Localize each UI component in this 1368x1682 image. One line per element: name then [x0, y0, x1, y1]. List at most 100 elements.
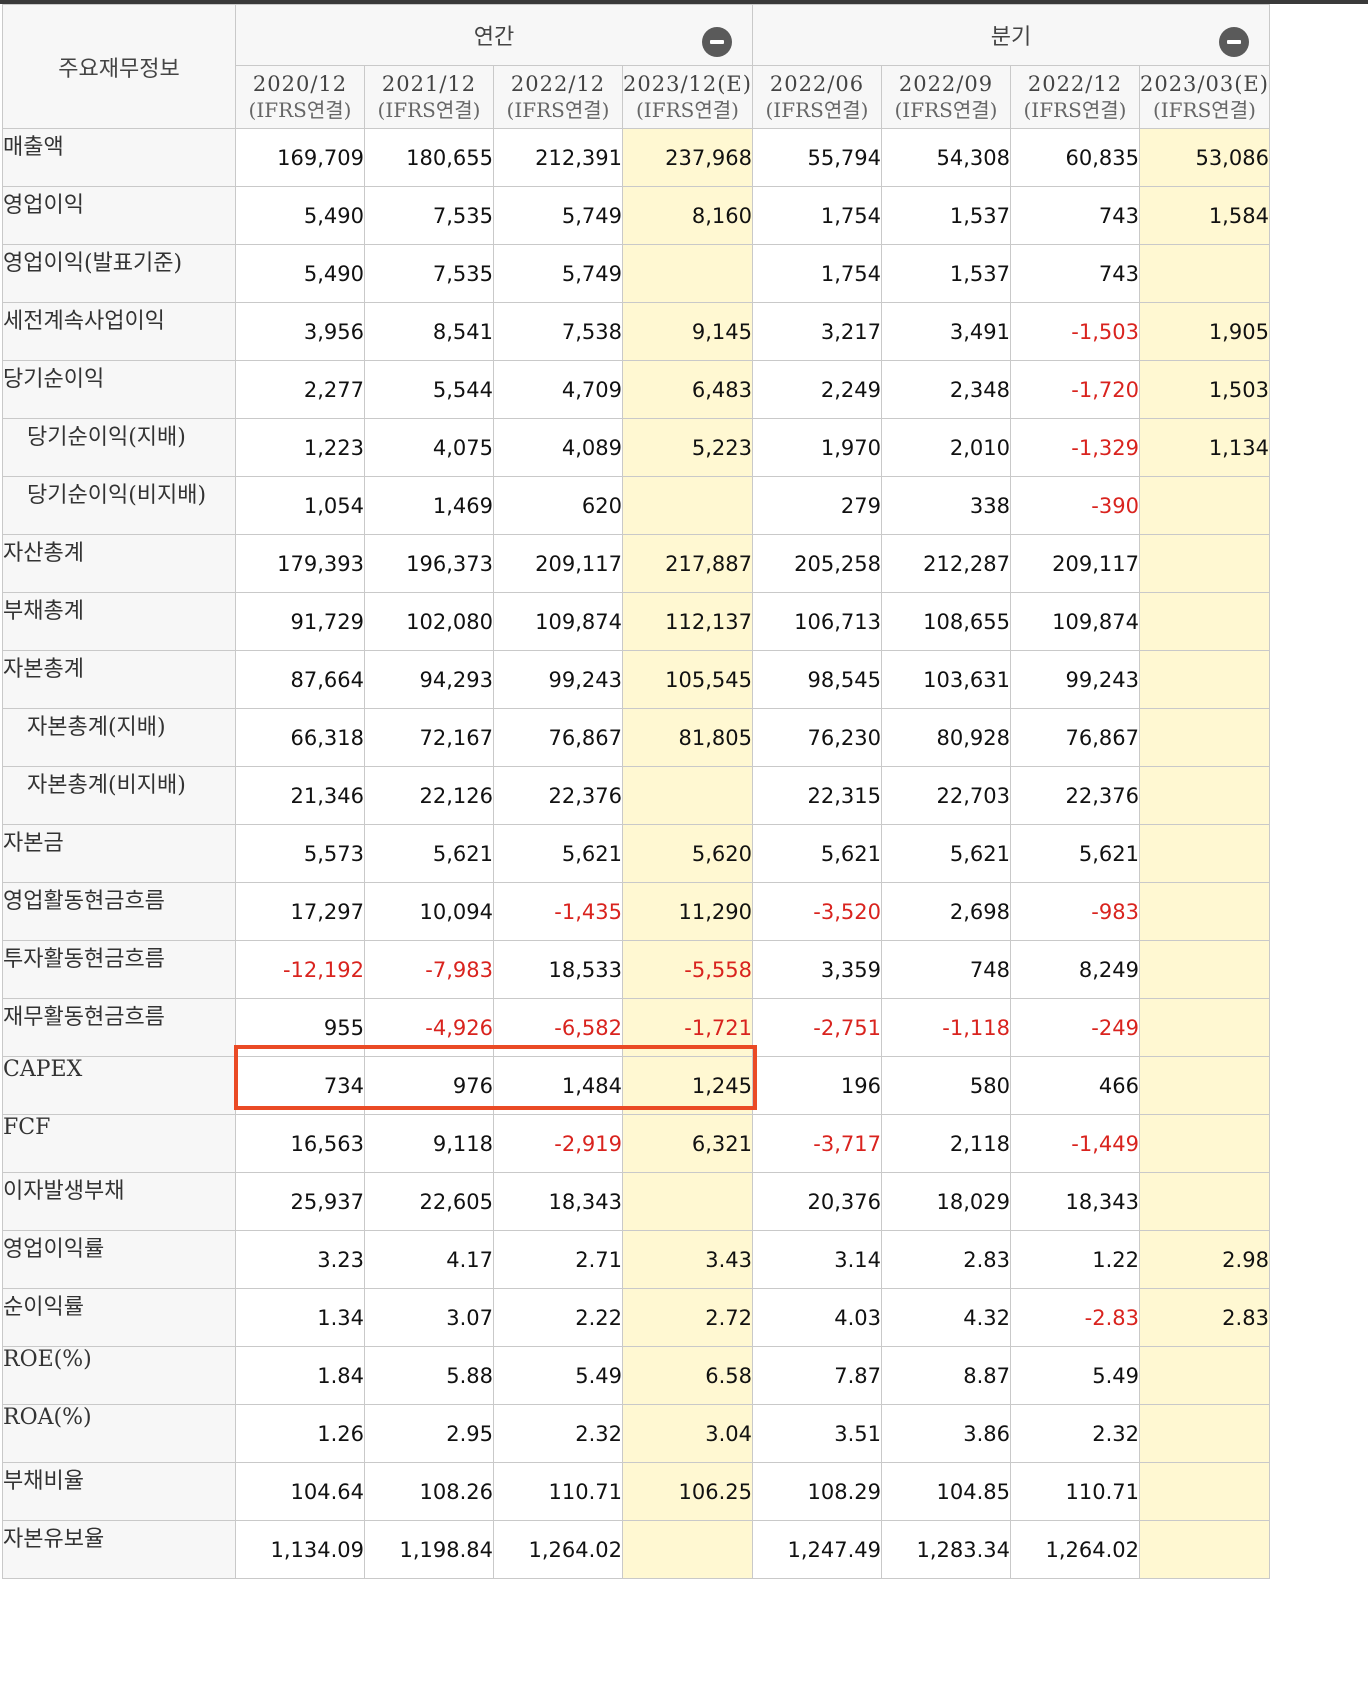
value-cell: 7,535	[364, 186, 494, 245]
value-cell: 2.71	[493, 1230, 623, 1289]
period-label: 2022/06	[769, 72, 865, 96]
value-cell: 5,621	[1009, 824, 1140, 883]
value-cell: 6.58	[622, 1346, 753, 1405]
value-cell: -249	[1009, 998, 1140, 1057]
table-row: 자본유보율 1,134.09 1,198.84 1,264.02 1,247.49 1,2…	[2, 1520, 1270, 1579]
accounting-standard-label: (IFRS연결)	[506, 98, 610, 122]
table-row: 당기순이익(비지배) 1,054 1,469 620 279 338 -390	[2, 476, 1270, 535]
financial-summary-table: 주요재무정보 연간 분기 2020/12 (IFRS연결) 2021/12 (IFRS…	[2, 4, 1270, 1579]
value-cell: 3,956	[235, 302, 365, 361]
value-cell: 4.03	[751, 1288, 882, 1347]
value-cell: 105,545	[622, 650, 753, 709]
period-header: 2023/12(E) (IFRS연결)	[622, 65, 753, 129]
value-cell: 5,621	[751, 824, 882, 883]
value-cell: 5,573	[235, 824, 365, 883]
value-cell: -2.83	[1009, 1288, 1140, 1347]
value-cell: -1,329	[1009, 418, 1140, 477]
value-cell: 1,264.02	[1009, 1520, 1140, 1579]
value-cell: 2.83	[880, 1230, 1011, 1289]
value-cell: 3,359	[751, 940, 882, 999]
value-cell: 169,709	[235, 128, 365, 187]
row-label: 자본금	[2, 824, 236, 883]
value-cell: 18,343	[493, 1172, 623, 1231]
period-header: 2022/09 (IFRS연결)	[880, 65, 1011, 129]
group-annual-title: 연간	[473, 25, 515, 50]
row-label: 자본총계(비지배)	[2, 766, 236, 825]
value-cell: 55,794	[751, 128, 882, 187]
value-cell: 108,655	[880, 592, 1011, 651]
value-cell: 104.64	[235, 1462, 365, 1521]
value-cell: 11,290	[622, 882, 753, 941]
value-cell: 102,080	[364, 592, 494, 651]
value-cell: 1,484	[493, 1056, 623, 1115]
period-header: 2022/12 (IFRS연결)	[1009, 65, 1140, 129]
value-cell: 106.25	[622, 1462, 753, 1521]
period-header: 2020/12 (IFRS연결)	[235, 65, 365, 129]
value-cell: 108.26	[364, 1462, 494, 1521]
row-label: 영업이익	[2, 186, 236, 245]
row-label: 영업이익률	[2, 1230, 236, 1289]
value-cell: 748	[880, 940, 1011, 999]
value-cell: 99,243	[493, 650, 623, 709]
value-cell	[1138, 1520, 1270, 1579]
value-cell: 7.87	[751, 1346, 882, 1405]
row-label: 순이익률	[2, 1288, 236, 1347]
collapse-quarterly-icon[interactable]	[1218, 27, 1249, 57]
value-cell: 22,703	[880, 766, 1011, 825]
value-cell: 1,469	[364, 476, 494, 535]
row-label: 영업활동현금흐름	[2, 882, 236, 941]
value-cell: 743	[1009, 186, 1140, 245]
accounting-standard-label: (IFRS연결)	[894, 98, 998, 122]
value-cell: 109,874	[1009, 592, 1140, 651]
row-label: FCF	[2, 1114, 236, 1173]
value-cell: 20,376	[751, 1172, 882, 1231]
value-cell: 209,117	[493, 534, 623, 593]
row-label: 부채비율	[2, 1462, 236, 1521]
collapse-annual-icon[interactable]	[701, 27, 732, 57]
table-row: 영업이익 5,490 7,535 5,749 8,160 1,754 1,537 743 1,5…	[2, 186, 1270, 245]
value-cell: 60,835	[1009, 128, 1140, 187]
table-row: 영업이익률 3.23 4.17 2.71 3.43 3.14 2.83 1.22 2.98	[2, 1230, 1270, 1289]
value-cell: 66,318	[235, 708, 365, 767]
value-cell: 3.86	[880, 1404, 1011, 1463]
value-cell	[1138, 650, 1270, 709]
value-cell: 3.51	[751, 1404, 882, 1463]
row-label: 당기순이익	[2, 360, 236, 419]
value-cell: 1,247.49	[751, 1520, 882, 1579]
value-cell: 8,249	[1009, 940, 1140, 999]
value-cell: 3.07	[364, 1288, 494, 1347]
value-cell: 87,664	[235, 650, 365, 709]
value-cell: 112,137	[622, 592, 753, 651]
group-quarterly-title: 분기	[990, 25, 1032, 50]
table-row: 투자활동현금흐름 -12,192 -7,983 18,533 -5,558 3,359 74…	[2, 940, 1270, 999]
value-cell: 212,287	[880, 534, 1011, 593]
value-cell: 4,075	[364, 418, 494, 477]
value-cell: 2,698	[880, 882, 1011, 941]
value-cell: 3.14	[751, 1230, 882, 1289]
header-period-row: 2020/12 (IFRS연결) 2021/12 (IFRS연결) 2022/12 (IF…	[3, 65, 1270, 129]
value-cell: -1,721	[622, 998, 753, 1057]
row-label: 당기순이익(비지배)	[2, 476, 236, 535]
value-cell	[1138, 824, 1270, 883]
value-cell: 212,391	[493, 128, 623, 187]
value-cell: 18,343	[1009, 1172, 1140, 1231]
value-cell: 1.34	[235, 1288, 365, 1347]
value-cell: 1,264.02	[493, 1520, 623, 1579]
value-cell: 179,393	[235, 534, 365, 593]
value-cell	[622, 1172, 753, 1231]
value-cell: 18,029	[880, 1172, 1011, 1231]
value-cell: 2,010	[880, 418, 1011, 477]
table-row: 자본총계(비지배) 21,346 22,126 22,376 22,315 22,703 2…	[2, 766, 1270, 825]
period-label: 2022/12	[1027, 72, 1123, 96]
value-cell	[622, 244, 753, 303]
value-cell: 620	[493, 476, 623, 535]
value-cell: 1.84	[235, 1346, 365, 1405]
row-label: 이자발생부채	[2, 1172, 236, 1231]
table-row: 부채총계 91,729 102,080 109,874 112,137 106,713 10…	[2, 592, 1270, 651]
value-cell: 734	[235, 1056, 365, 1115]
value-cell: 91,729	[235, 592, 365, 651]
period-label: 2021/12	[381, 72, 477, 96]
value-cell: 22,126	[364, 766, 494, 825]
period-header: 2021/12 (IFRS연결)	[364, 65, 494, 129]
value-cell: 743	[1009, 244, 1140, 303]
